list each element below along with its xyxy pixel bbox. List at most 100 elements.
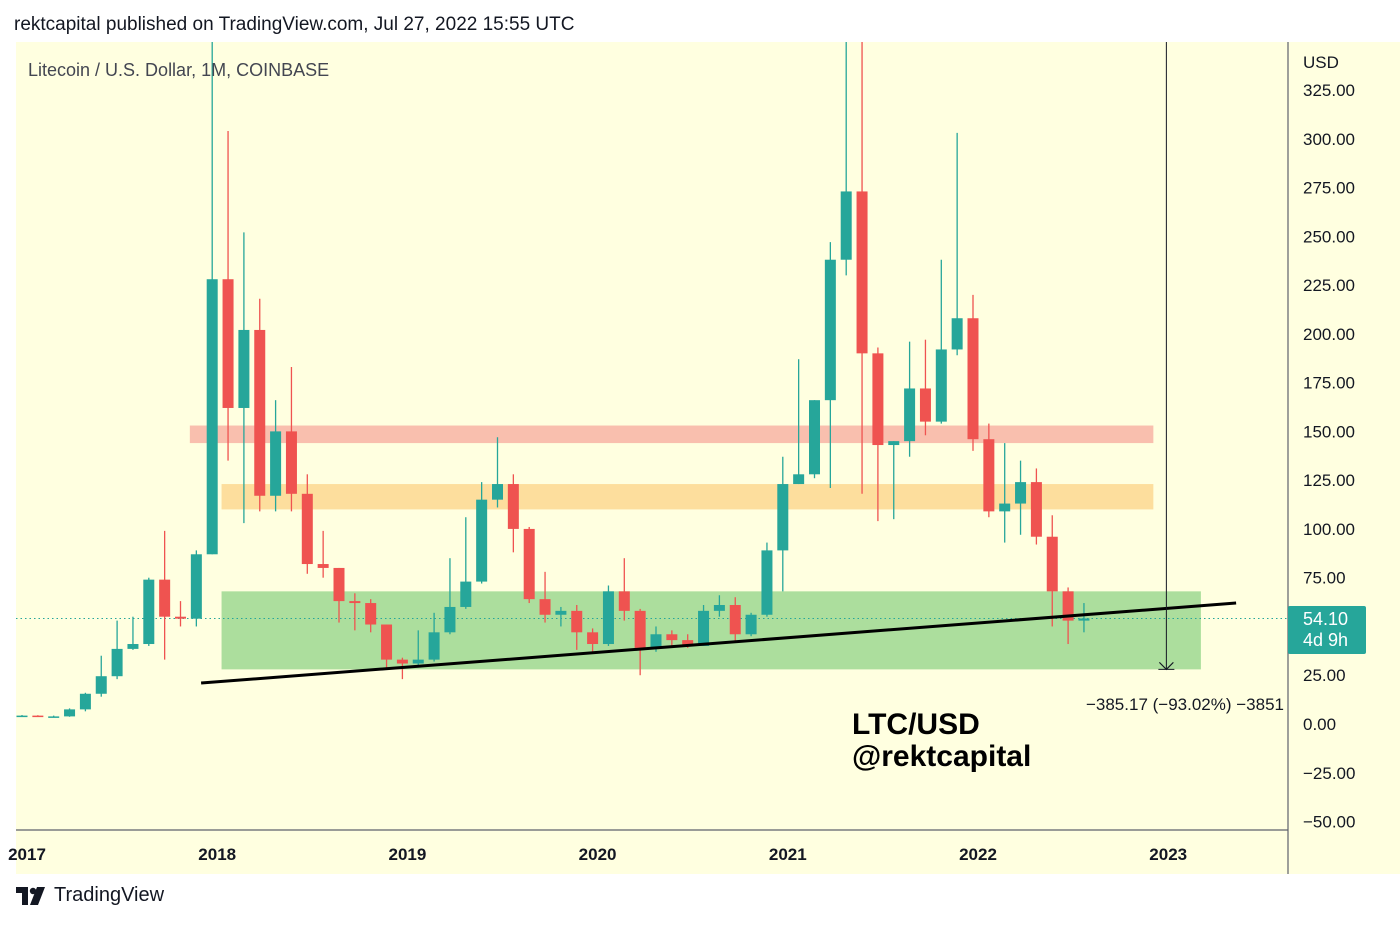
candle-body (64, 709, 76, 717)
candle (999, 443, 1011, 543)
candle (1030, 468, 1042, 545)
y-tick-label: −50.00 (1303, 813, 1355, 832)
candle-body (555, 610, 567, 615)
candle-body (729, 605, 741, 635)
time-axis[interactable]: 2017 2018 2019 2020 2021 2022 2023 (8, 845, 1187, 864)
candle (539, 571, 551, 623)
candle (1015, 460, 1027, 535)
candle (127, 616, 139, 650)
candle (1046, 515, 1058, 627)
price-axis[interactable]: 325.00 300.00 275.00 250.00 225.00 200.00 175.… (1303, 81, 1355, 832)
candle-body (935, 349, 947, 422)
candle (713, 595, 725, 617)
candle (761, 542, 773, 617)
candle (904, 341, 916, 457)
candle-body (1015, 482, 1027, 504)
candle-body (967, 318, 979, 440)
candle (872, 347, 884, 522)
candle-body (317, 564, 329, 568)
candle-body (571, 610, 583, 633)
y-tick-label: 175.00 (1303, 374, 1355, 393)
candle-body (682, 640, 694, 646)
candle (16, 715, 28, 718)
y-tick-label: 275.00 (1303, 179, 1355, 198)
candle (809, 400, 820, 479)
candle-body (333, 567, 345, 602)
x-tick-label: 2022 (959, 845, 997, 864)
candle (175, 601, 186, 627)
candle-body (476, 499, 488, 582)
candle (412, 630, 424, 666)
y-tick-label: 125.00 (1303, 471, 1355, 490)
candle (48, 715, 60, 718)
x-tick-label: 2023 (1149, 845, 1187, 864)
candle (1078, 603, 1090, 633)
candle-body (1078, 618, 1090, 621)
y-tick-label: 75.00 (1303, 569, 1346, 588)
candle (571, 605, 583, 650)
candle-body (175, 616, 186, 619)
candle (64, 708, 76, 717)
candle (254, 298, 266, 512)
candle (238, 232, 250, 524)
candle-body (809, 400, 820, 475)
candle-body (428, 632, 440, 660)
candle (95, 655, 107, 697)
candle (476, 482, 488, 584)
lines-layer (200, 42, 1237, 685)
candle (270, 400, 282, 512)
candle (587, 628, 599, 652)
candle (190, 550, 202, 627)
y-tick-label: 325.00 (1303, 81, 1355, 100)
candle (983, 423, 995, 518)
publication-header: rektcapital published on TradingView.com… (14, 14, 575, 35)
y-tick-label: 250.00 (1303, 227, 1355, 246)
candle (856, 42, 868, 494)
y-tick-label: 300.00 (1303, 130, 1355, 149)
candle-body (190, 554, 202, 619)
candle-body (222, 279, 234, 408)
candle-body (777, 484, 789, 551)
candle (824, 242, 836, 488)
last-price-tag: 54.10 4d 9h (1288, 606, 1366, 654)
x-tick-label: 2020 (579, 845, 617, 864)
candle-body (602, 591, 614, 645)
candle-body (840, 191, 852, 260)
candle-body (824, 259, 836, 401)
candle-body (634, 610, 646, 648)
candlestick-chart[interactable]: 325.00 300.00 275.00 250.00 225.00 200.00 175.… (0, 0, 1400, 880)
footer: TradingView (16, 884, 164, 907)
candle (206, 42, 218, 555)
candle (333, 567, 345, 623)
candle (460, 517, 472, 609)
candle (349, 593, 361, 631)
candle-body (793, 474, 805, 485)
x-tick-label: 2021 (769, 845, 807, 864)
y-tick-label: −25.00 (1303, 764, 1355, 783)
candle-body (349, 601, 361, 604)
candle-body (381, 624, 393, 660)
candle-body (539, 599, 551, 615)
candle-body (127, 644, 139, 649)
candle-body (285, 431, 297, 494)
y-tick-label: 150.00 (1303, 422, 1355, 441)
tradingview-logo-icon[interactable] (16, 886, 46, 905)
candle-body (238, 329, 250, 408)
candle-body (904, 388, 916, 442)
candle (143, 577, 155, 646)
candle-body (713, 605, 725, 611)
candle-body (745, 614, 757, 635)
candle-body (16, 715, 28, 718)
x-tick-label: 2019 (388, 845, 426, 864)
candle-body (650, 634, 662, 648)
zone-mid (221, 484, 1154, 510)
candle (555, 606, 567, 627)
candle (79, 692, 91, 712)
price-axis-unit: USD (1303, 53, 1339, 72)
candle-body (618, 591, 630, 611)
tradingview-brand[interactable]: TradingView (54, 884, 165, 906)
candle (111, 620, 123, 680)
candle-body (254, 329, 266, 496)
chart-background (16, 42, 1400, 874)
y-tick-label: 0.00 (1303, 715, 1336, 734)
